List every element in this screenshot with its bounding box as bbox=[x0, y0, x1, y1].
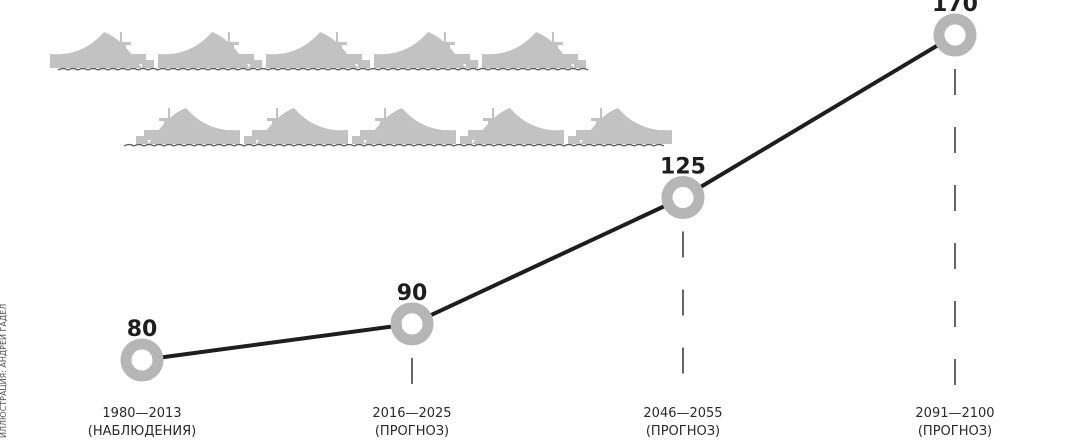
tanker-ship-icon bbox=[244, 108, 348, 144]
data-point-ring bbox=[661, 176, 705, 219]
data-point-hole bbox=[131, 349, 153, 371]
x-tick-labels: 1980—2013 (НАБЛЮДЕНИЯ) 2016—2025 (ПРОГНОЗ) 2… bbox=[88, 406, 995, 439]
data-point-1 bbox=[120, 338, 164, 382]
data-point-ring bbox=[390, 302, 434, 346]
value-label: 90 bbox=[397, 281, 428, 306]
tanker-ship-icon bbox=[460, 108, 564, 144]
x-tick-label: 2091—2100 (ПРОГНОЗ) bbox=[915, 406, 994, 439]
ships-illustration bbox=[50, 32, 672, 147]
series-line bbox=[141, 33, 957, 362]
data-point-2 bbox=[390, 302, 434, 346]
data-point-hole bbox=[401, 313, 423, 335]
data-point-hole bbox=[672, 187, 694, 208]
data-point-3 bbox=[661, 176, 705, 219]
data-point-ring bbox=[120, 338, 164, 382]
value-label: 80 bbox=[127, 317, 158, 342]
tanker-ship-icon bbox=[374, 32, 478, 68]
tanker-ship-icon bbox=[352, 108, 456, 144]
tanker-ship-icon bbox=[158, 32, 262, 68]
value-labels: 80 90 125 170 bbox=[127, 0, 978, 342]
value-label: 125 bbox=[660, 155, 706, 180]
x-tick-label: 2016—2025 (ПРОГНОЗ) bbox=[372, 406, 451, 439]
dashed-guides bbox=[411, 69, 956, 392]
tanker-ship-icon bbox=[482, 32, 586, 68]
data-point-hole bbox=[944, 24, 966, 46]
tanker-ship-icon bbox=[136, 108, 240, 144]
tanker-ship-icon bbox=[266, 32, 370, 68]
data-point-4 bbox=[933, 13, 977, 57]
image-credit: ИЛЛЮСТРАЦИЯ: АНДРЕЙ ГАДЕЛ bbox=[0, 304, 8, 438]
data-point-ring bbox=[933, 13, 977, 57]
value-label: 170 bbox=[932, 0, 978, 17]
series-line-group bbox=[141, 33, 957, 362]
tanker-ship-icon bbox=[568, 108, 672, 144]
tanker-ship-icon bbox=[50, 32, 154, 68]
x-tick-label: 1980—2013 (НАБЛЮДЕНИЯ) bbox=[88, 406, 196, 439]
x-tick-label: 2046—2055 (ПРОГНОЗ) bbox=[643, 406, 722, 439]
point-markers bbox=[120, 13, 977, 382]
